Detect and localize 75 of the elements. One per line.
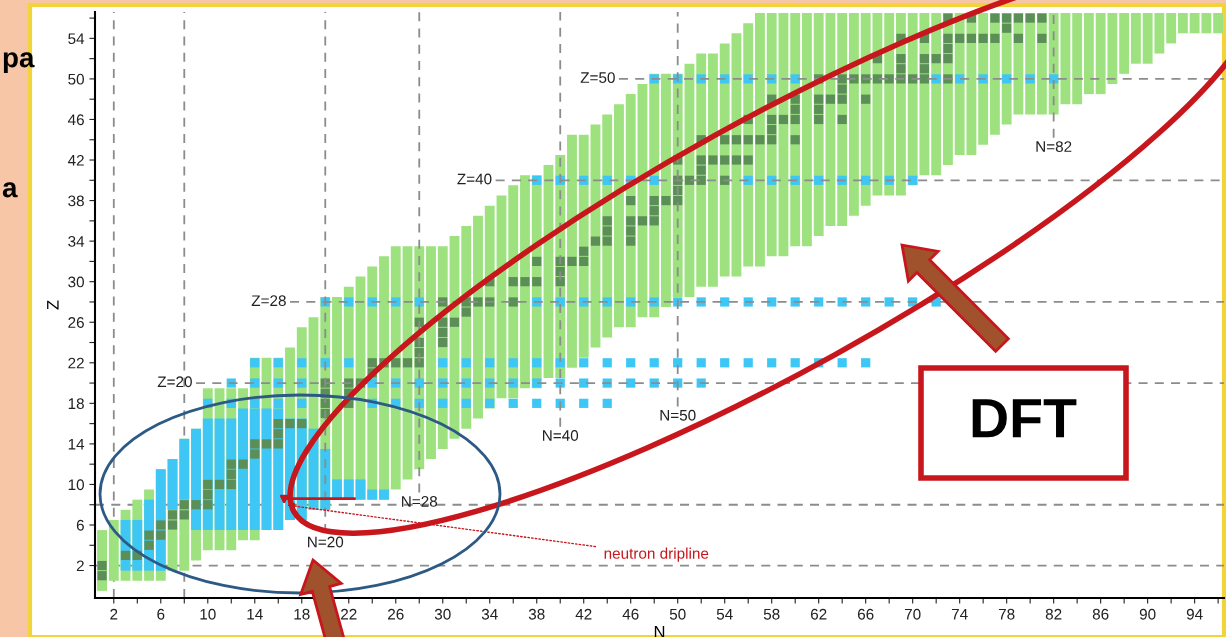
bar xyxy=(1177,13,1188,34)
x-tick-label: 10 xyxy=(200,608,216,620)
bar xyxy=(567,134,577,368)
y-tick-label: 42 xyxy=(67,154,84,166)
y-tick-label: 22 xyxy=(68,357,84,369)
bar xyxy=(473,215,483,419)
x-tick-label: 46 xyxy=(622,608,639,620)
bar xyxy=(661,73,671,308)
bar xyxy=(1130,13,1141,64)
x-tick-label: 2 xyxy=(110,608,118,620)
bar xyxy=(367,489,378,500)
bar xyxy=(520,175,530,389)
bar xyxy=(1213,13,1224,34)
x-tick-label: 6 xyxy=(157,608,165,620)
y-tick-label: 26 xyxy=(68,317,84,328)
bar xyxy=(191,428,201,531)
y-tick-label: 18 xyxy=(68,398,84,410)
bar xyxy=(355,479,366,500)
bar xyxy=(379,489,389,500)
ref-line-label: N=82 xyxy=(1036,141,1072,152)
x-tick-label: 14 xyxy=(247,608,263,620)
x-tick-label: 22 xyxy=(341,608,357,620)
x-tick-label: 18 xyxy=(294,608,310,620)
y-tick-label: 6 xyxy=(76,519,84,531)
y-axis-title: Z xyxy=(47,300,59,310)
bar xyxy=(238,408,248,531)
annotation: neutron dripline xyxy=(604,547,709,562)
x-tick-label: 70 xyxy=(904,608,921,620)
x-tick-label: 94 xyxy=(1186,608,1203,620)
bar xyxy=(1083,13,1094,95)
ref-line-label: N=40 xyxy=(543,430,579,441)
y-tick-label: 2 xyxy=(76,560,84,572)
x-axis-title: N xyxy=(654,626,665,637)
x-tick-label: 26 xyxy=(388,608,404,620)
ref-line-label: N=50 xyxy=(660,409,696,421)
x-tick-label: 62 xyxy=(810,608,827,620)
bar xyxy=(1119,13,1130,74)
annotation: DFT xyxy=(972,399,1077,438)
x-tick-label: 82 xyxy=(1045,608,1062,620)
bar xyxy=(426,246,436,460)
bar xyxy=(849,13,859,216)
x-tick-label: 78 xyxy=(998,608,1015,620)
x-tick-label: 34 xyxy=(481,608,498,620)
bar xyxy=(708,53,718,287)
ref-line-label: N=28 xyxy=(402,496,438,507)
y-tick-label: 50 xyxy=(68,73,84,85)
ref-line-label: Z=40 xyxy=(457,173,492,185)
x-tick-label: 86 xyxy=(1092,608,1109,620)
bar xyxy=(614,104,624,328)
ref-line-label: Z=28 xyxy=(251,295,286,307)
ref-line-label: N=20 xyxy=(308,536,344,548)
x-tick-label: 90 xyxy=(1139,608,1156,620)
y-tick-label: 54 xyxy=(68,33,85,45)
y-tick-label: 46 xyxy=(67,114,84,126)
x-tick-label: 54 xyxy=(716,608,733,620)
y-tick-label: 14 xyxy=(68,438,85,450)
bar xyxy=(802,13,812,247)
x-tick-label: 74 xyxy=(951,608,968,620)
bar xyxy=(108,519,119,581)
ref-line-label: Z=50 xyxy=(580,72,615,84)
x-tick-label: 58 xyxy=(763,608,780,620)
bar xyxy=(1072,13,1083,105)
x-tick-label: 42 xyxy=(575,608,592,620)
ref-line-label: Z=20 xyxy=(157,376,192,388)
x-tick-label: 50 xyxy=(669,608,686,620)
x-tick-label: 38 xyxy=(528,608,545,620)
y-tick-label: 30 xyxy=(68,276,84,288)
text: pa xyxy=(3,52,35,73)
y-tick-label: 38 xyxy=(68,195,84,207)
y-tick-label: 10 xyxy=(68,479,84,491)
y-tick-label: 34 xyxy=(68,236,85,247)
text: a xyxy=(2,182,18,198)
bar xyxy=(1166,13,1177,44)
x-tick-label: 30 xyxy=(434,608,451,620)
x-tick-label: 66 xyxy=(857,608,874,620)
